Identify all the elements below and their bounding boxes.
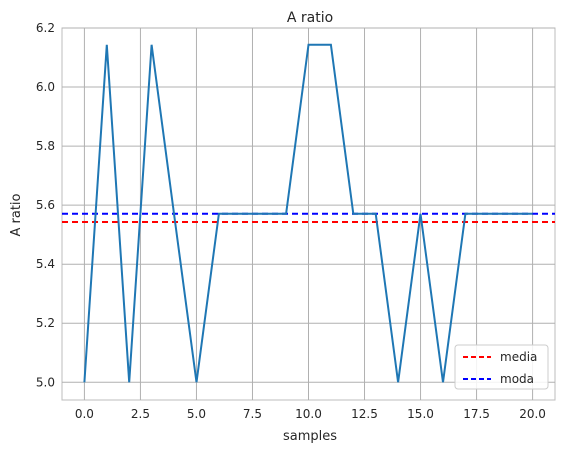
x-tick-label: 5.0 <box>187 407 206 421</box>
x-tick-label: 15.0 <box>407 407 434 421</box>
legend: media moda <box>454 344 549 390</box>
y-tick-label: 6.2 <box>36 21 55 35</box>
y-tick-label: 5.6 <box>36 198 55 212</box>
y-tick-label: 5.4 <box>36 257 55 271</box>
x-axis-ticks: 0.0 2.5 5.0 7.5 10.0 12.5 15.0 17.5 20.0 <box>75 407 546 421</box>
y-tick-label: 5.0 <box>36 375 55 389</box>
y-tick-label: 5.8 <box>36 139 55 153</box>
x-axis-label: samples <box>283 429 337 444</box>
series-layer <box>83 43 533 383</box>
legend-box <box>454 344 549 390</box>
x-tick-label: 7.5 <box>243 407 262 421</box>
x-tick-label: 2.5 <box>131 407 150 421</box>
y-axis-ticks: 5.0 5.2 5.4 5.6 5.8 6.0 6.2 <box>36 21 55 389</box>
y-axis-label: A ratio <box>9 193 24 236</box>
x-tick-label: 0.0 <box>75 407 94 421</box>
y-tick-label: 5.2 <box>36 316 55 330</box>
chart-title: A ratio <box>287 10 333 26</box>
series-line-0 <box>83 43 533 383</box>
y-tick-label: 6.0 <box>36 80 55 94</box>
x-tick-label: 10.0 <box>295 407 322 421</box>
x-tick-label: 20.0 <box>519 407 546 421</box>
legend-label-moda: moda <box>500 372 534 386</box>
legend-label-media: media <box>500 350 537 364</box>
x-tick-label: 12.5 <box>351 407 378 421</box>
x-tick-label: 17.5 <box>463 407 490 421</box>
